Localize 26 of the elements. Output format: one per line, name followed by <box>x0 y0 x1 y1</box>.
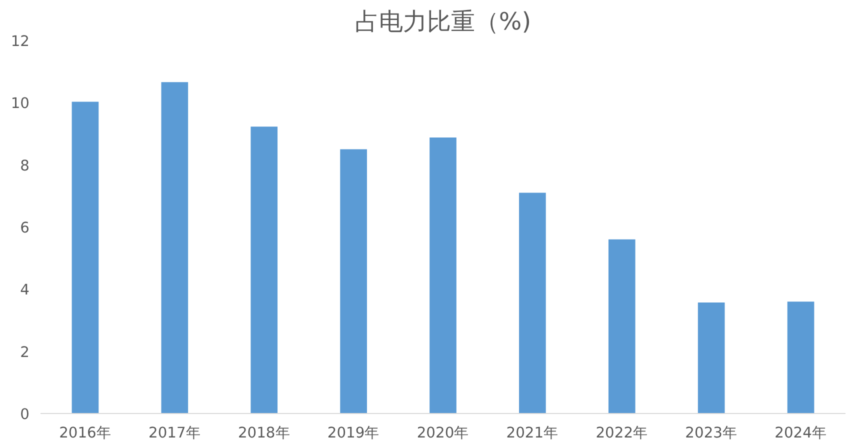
y-tick-label: 6 <box>20 220 30 236</box>
bar <box>608 239 636 414</box>
bar <box>787 302 814 414</box>
x-tick-label: 2019年 <box>327 424 380 442</box>
x-tick-label: 2024年 <box>774 424 827 442</box>
bar <box>340 149 367 414</box>
y-tick-label: 0 <box>20 406 30 423</box>
bar <box>430 137 456 414</box>
x-tick-label: 2023年 <box>685 424 738 442</box>
bar <box>250 126 278 414</box>
y-tick-label: 8 <box>20 157 30 174</box>
chart-title: 占电力比重（%) <box>354 8 532 36</box>
x-tick-label: 2018年 <box>238 424 290 442</box>
y-tick-label: 12 <box>10 33 30 50</box>
bar <box>698 302 725 414</box>
x-tick-label: 2017年 <box>148 424 201 442</box>
bar <box>519 192 546 414</box>
y-tick-label: 10 <box>10 95 30 112</box>
bar <box>161 82 188 414</box>
bar <box>72 102 99 414</box>
x-tick-label: 2022年 <box>596 424 648 442</box>
y-tick-label: 4 <box>20 282 30 299</box>
y-tick-label: 2 <box>20 344 30 361</box>
x-tick-label: 2020年 <box>416 424 470 442</box>
x-tick-label: 2021年 <box>506 424 559 442</box>
x-tick-label: 2016年 <box>59 424 112 442</box>
